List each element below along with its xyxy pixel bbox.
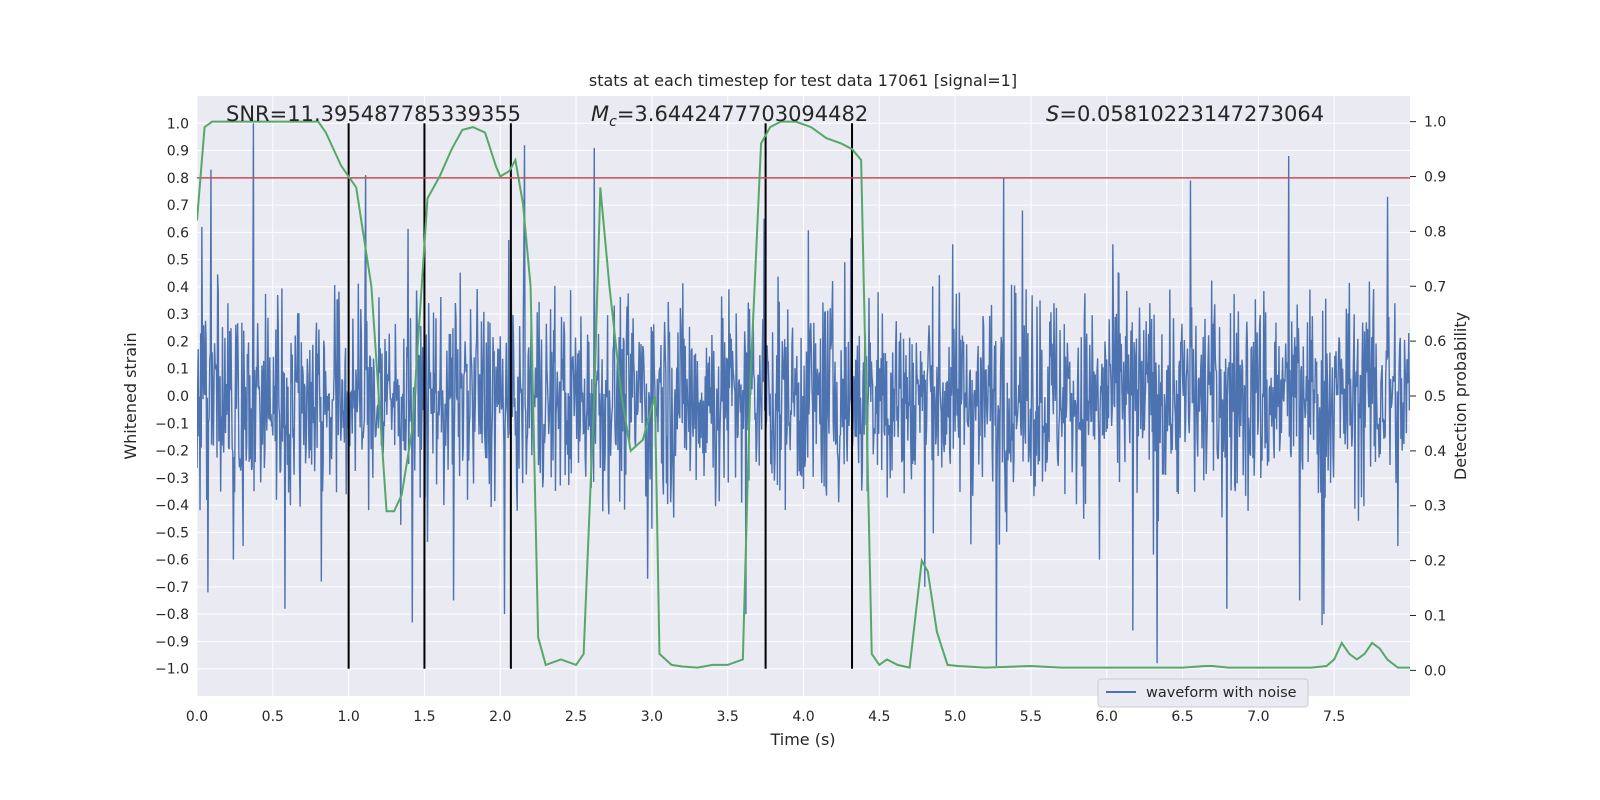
- x-tick-label: 3.5: [717, 709, 739, 725]
- y2-tick-label: 0.7: [1424, 279, 1446, 295]
- chart-title: stats at each timestep for test data 170…: [589, 71, 1017, 90]
- y-tick-label: −0.7: [155, 580, 189, 596]
- y-tick-label: 0.6: [167, 225, 189, 241]
- y2-tick-label: 1.0: [1424, 115, 1446, 131]
- waveform-line: [197, 123, 1410, 667]
- chirp-mass-annotation: Mc=3.6442477703094482: [591, 102, 868, 130]
- y-tick-label: −0.5: [155, 525, 189, 541]
- y-tick-label: −0.8: [155, 607, 189, 623]
- x-axis-label: Time (s): [769, 730, 835, 749]
- y-tick-label: −1.0: [155, 662, 189, 678]
- x-tick-label: 0.0: [186, 709, 208, 725]
- waveform-series: [197, 123, 1410, 667]
- y-tick-label: 0.3: [167, 307, 189, 323]
- y-tick-label: 1.0: [167, 116, 189, 132]
- s-symbol: S: [1046, 102, 1059, 126]
- x-tick-label: 2.0: [489, 709, 511, 725]
- y2-tick-label: 0.6: [1424, 334, 1446, 350]
- y-tick-label: −0.6: [155, 553, 189, 569]
- chirp-mass-symbol: M: [591, 102, 609, 126]
- y-tick-label: 0.0: [167, 389, 189, 405]
- y-tick-label: −0.1: [155, 416, 189, 432]
- x-tick-label: 6.5: [1171, 709, 1193, 725]
- snr-annotation: SNR=11.395487785339355: [226, 102, 521, 126]
- y-tick-label: 0.5: [167, 253, 189, 269]
- chirp-mass-value: =3.6442477703094482: [617, 102, 868, 126]
- y2-tick-label: 0.0: [1424, 663, 1446, 679]
- x-tick-label: 7.5: [1323, 709, 1345, 725]
- x-tick-label: 2.5: [565, 709, 587, 725]
- y-tick-labels: 1.0 0.9 0.8 0.7 0.6 0.5 0.4 0.3 0.2 0.1 0.0 −0.1 −0.…: [155, 116, 189, 677]
- probability-line: [197, 120, 1410, 669]
- x-tick-label: 0.5: [262, 709, 284, 725]
- y2-axis-label: Detection probability: [1451, 312, 1470, 480]
- y-tick-label: 0.4: [167, 280, 189, 296]
- y2-tick-label: 0.1: [1424, 608, 1446, 624]
- s-annotation: S=0.05810223147273064: [1046, 102, 1324, 126]
- y2-tick-label: 0.8: [1424, 224, 1446, 240]
- y-tick-label: 0.7: [167, 198, 189, 214]
- x-tick-label: 6.0: [1096, 709, 1118, 725]
- x-tick-label: 1.5: [413, 709, 435, 725]
- probability-series: [197, 120, 1410, 669]
- y2-tick-label: 0.2: [1424, 554, 1446, 570]
- legend-label-waveform: waveform with noise: [1146, 685, 1297, 701]
- y-tick-label: 0.1: [167, 362, 189, 378]
- y-tick-label: −0.4: [155, 498, 189, 514]
- x-tick-label: 4.5: [868, 709, 890, 725]
- s-value: =0.05810223147273064: [1059, 102, 1324, 126]
- x-tick-label: 5.0: [944, 709, 966, 725]
- chirp-mass-subscript: c: [609, 114, 617, 130]
- x-tick-labels: 0.0 0.5 1.0 1.5 2.0 2.5 3.0 3.5 4.0 4.5 5.0 5.5 6.0 6…: [186, 709, 1345, 725]
- y2-tick-label: 0.5: [1424, 389, 1446, 405]
- y-tick-label: 0.9: [167, 144, 189, 160]
- x-tick-label: 5.5: [1020, 709, 1042, 725]
- y-axis-label: Whitened strain: [121, 332, 140, 459]
- legend: waveform with noise: [1097, 678, 1309, 708]
- x-tick-label: 7.0: [1247, 709, 1269, 725]
- y-tick-label: 0.8: [167, 171, 189, 187]
- x-tick-label: 1.0: [337, 709, 359, 725]
- x-tick-label: 3.0: [641, 709, 663, 725]
- y-tick-label: −0.2: [155, 444, 189, 460]
- y2-tick-label: 0.3: [1424, 499, 1446, 515]
- y-tick-label: −0.3: [155, 471, 189, 487]
- y2-tick-labels: 1.0 0.9 0.8 0.7 0.6 0.5 0.4 0.3 0.2 0.1 0.0: [1410, 115, 1446, 679]
- y2-tick-label: 0.4: [1424, 444, 1446, 460]
- y-tick-label: 0.2: [167, 334, 189, 350]
- y-tick-label: −0.9: [155, 634, 189, 650]
- x-tick-label: 4.0: [792, 709, 814, 725]
- vertical-markers: [347, 123, 854, 669]
- legend-box: [1097, 678, 1309, 708]
- y2-tick-label: 0.9: [1424, 170, 1446, 186]
